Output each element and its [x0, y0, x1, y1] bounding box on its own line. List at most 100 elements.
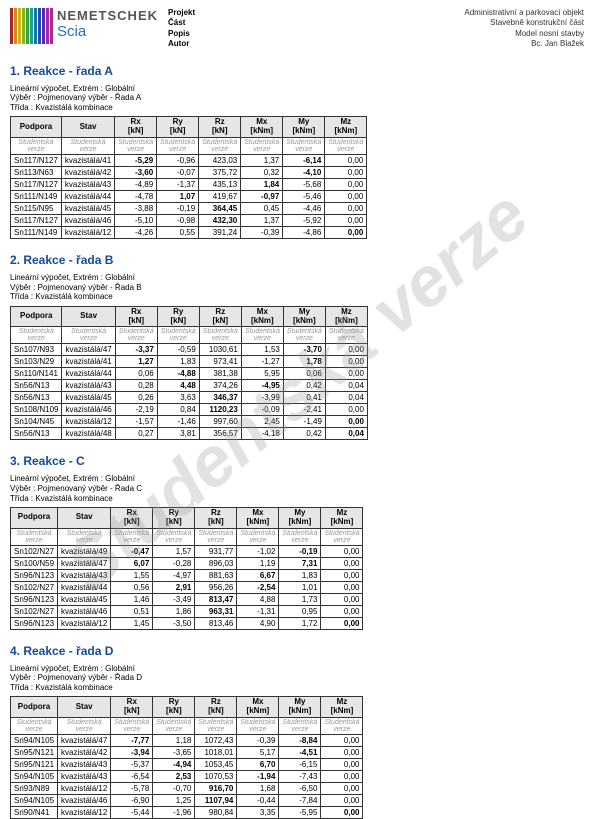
table-cell: Sn115/N95: [11, 202, 62, 214]
table-cell: 0,00: [325, 154, 367, 166]
table-row: Sn117/N127kvazistálá/46-5,10-0,98432,301…: [11, 214, 367, 226]
table-header: Stav: [62, 306, 115, 327]
watermark-cell: Studentská verze: [195, 718, 237, 735]
watermark-cell: Studentská verze: [195, 528, 237, 545]
table-cell: kvazistálá/12: [62, 416, 115, 428]
table-cell: -4,88: [157, 368, 199, 380]
table-cell: -6,50: [279, 783, 321, 795]
table-cell: kvazistálá/43: [62, 380, 115, 392]
results-table: PodporaStavRx[kN]Ry[kN]Rz[kN]Mx[kNm]My[k…: [10, 507, 363, 630]
table-row: Sn100/N59kvazistálá/476,07-0,28896,031,1…: [11, 557, 363, 569]
table-row: Sn56/N13kvazistálá/450,263,63346,37-3,99…: [11, 392, 368, 404]
table-row: Sn110/N141kvazistálá/440,06-4,88381,385,…: [11, 368, 368, 380]
table-cell: -5,78: [111, 783, 153, 795]
table-header: Mz[kNm]: [325, 306, 367, 327]
watermark-cell: Studentská verze: [157, 137, 199, 154]
table-row: Sn94/N105kvazistálá/43-6,542,531070,53-1…: [11, 771, 363, 783]
table-row: Sn117/N127kvazistálá/43-4,89-1,37435,131…: [11, 178, 367, 190]
table-header: Ry[kN]: [153, 697, 195, 718]
section-title: 4. Reakce - řada D: [10, 644, 584, 658]
table-row: Sn104/N45kvazistálá/12-1,57-1,46997,602,…: [11, 416, 368, 428]
table-cell: Sn104/N45: [11, 416, 62, 428]
table-cell: -0,39: [237, 735, 279, 747]
table-cell: 2,45: [241, 416, 283, 428]
table-cell: 0,45: [241, 202, 283, 214]
watermark-cell: Studentská verze: [111, 718, 153, 735]
watermark-cell: Studentská verze: [279, 718, 321, 735]
table-cell: kvazistálá/47: [62, 344, 115, 356]
table-header: Ry[kN]: [157, 117, 199, 138]
table-cell: 4,88: [237, 593, 279, 605]
table-cell: 0,00: [321, 735, 363, 747]
table-cell: 0,95: [279, 605, 321, 617]
table-cell: 1,55: [111, 569, 153, 581]
table-cell: -5,44: [111, 807, 153, 819]
table-header: Podpora: [11, 306, 62, 327]
table-cell: -3,50: [153, 617, 195, 629]
table-cell: 1,37: [241, 214, 283, 226]
table-cell: 0,00: [321, 569, 363, 581]
table-cell: 1,84: [241, 178, 283, 190]
section-subtitle: Lineární výpočet, Extrém : GlobálníVýběr…: [10, 664, 584, 693]
table-cell: Sn103/N29: [11, 356, 62, 368]
table-cell: 6,67: [237, 569, 279, 581]
table-cell: Sn100/N59: [11, 557, 58, 569]
table-cell: kvazistálá/46: [58, 605, 111, 617]
table-cell: -4,46: [283, 202, 325, 214]
table-cell: -1,37: [157, 178, 199, 190]
table-cell: 1,19: [237, 557, 279, 569]
table-header: My[kNm]: [279, 508, 321, 529]
watermark-cell: Studentská verze: [153, 718, 195, 735]
table-cell: -8,84: [279, 735, 321, 747]
table-header: Mz[kNm]: [321, 697, 363, 718]
section-title: 3. Reakce - C: [10, 454, 584, 468]
table-cell: -3,99: [241, 392, 283, 404]
table-cell: 1,37: [241, 154, 283, 166]
table-cell: kvazistálá/48: [62, 428, 115, 440]
table-cell: -0,19: [279, 545, 321, 557]
table-cell: 435,13: [199, 178, 241, 190]
table-cell: 0,00: [321, 581, 363, 593]
content-area: 1. Reakce - řada ALineární výpočet, Extr…: [10, 64, 584, 819]
table-header: Podpora: [11, 117, 62, 138]
table-cell: 0,04: [325, 380, 367, 392]
table-cell: -5,95: [279, 807, 321, 819]
meta-right-l4: Bc. Jan Blažek: [464, 39, 584, 49]
table-cell: 0,00: [325, 166, 367, 178]
table-row: Sn95/N121kvazistálá/43-5,37-4,941053,456…: [11, 759, 363, 771]
table-row: Sn94/N105kvazistálá/47-7,771,181072,43-0…: [11, 735, 363, 747]
table-cell: 0,28: [115, 380, 157, 392]
section-title: 2. Reakce - řada B: [10, 253, 584, 267]
table-cell: 0,00: [321, 771, 363, 783]
table-cell: 1,83: [157, 356, 199, 368]
section-subtitle: Lineární výpočet, Extrém : GlobálníVýběr…: [10, 84, 584, 113]
table-cell: kvazistálá/42: [58, 747, 111, 759]
table-cell: Sn93/N89: [11, 783, 58, 795]
watermark-cell: Studentská verze: [62, 327, 115, 344]
watermark-cell: Studentská verze: [325, 137, 367, 154]
watermark-cell: Studentská verze: [11, 528, 58, 545]
table-row: Sn94/N105kvazistálá/46-6,901,251107,94-0…: [11, 795, 363, 807]
meta-right: Administrativní a parkovací objekt Stave…: [464, 8, 584, 50]
table-cell: kvazistálá/44: [58, 581, 111, 593]
table-cell: 0,00: [321, 593, 363, 605]
table-cell: -0,98: [157, 214, 199, 226]
brand-top: NEMETSCHEK: [57, 8, 158, 23]
table-cell: -0,19: [157, 202, 199, 214]
table-row: Sn93/N89kvazistálá/12-5,78-0,70916,701,6…: [11, 783, 363, 795]
table-cell: -5,10: [115, 214, 157, 226]
table-cell: -4,86: [283, 226, 325, 238]
table-cell: Sn113/N63: [11, 166, 62, 178]
table-cell: -4,78: [115, 190, 157, 202]
table-cell: 1,53: [241, 344, 283, 356]
table-cell: 1,73: [279, 593, 321, 605]
table-cell: -7,84: [279, 795, 321, 807]
table-cell: 963,31: [195, 605, 237, 617]
table-cell: -0,59: [157, 344, 199, 356]
table-cell: Sn94/N105: [11, 735, 58, 747]
watermark-cell: Studentská verze: [279, 528, 321, 545]
table-row: Sn96/N123kvazistálá/451,46-3,49813,474,8…: [11, 593, 363, 605]
table-cell: 0,00: [325, 190, 367, 202]
table-cell: 0,00: [325, 226, 367, 238]
table-cell: -3,94: [111, 747, 153, 759]
